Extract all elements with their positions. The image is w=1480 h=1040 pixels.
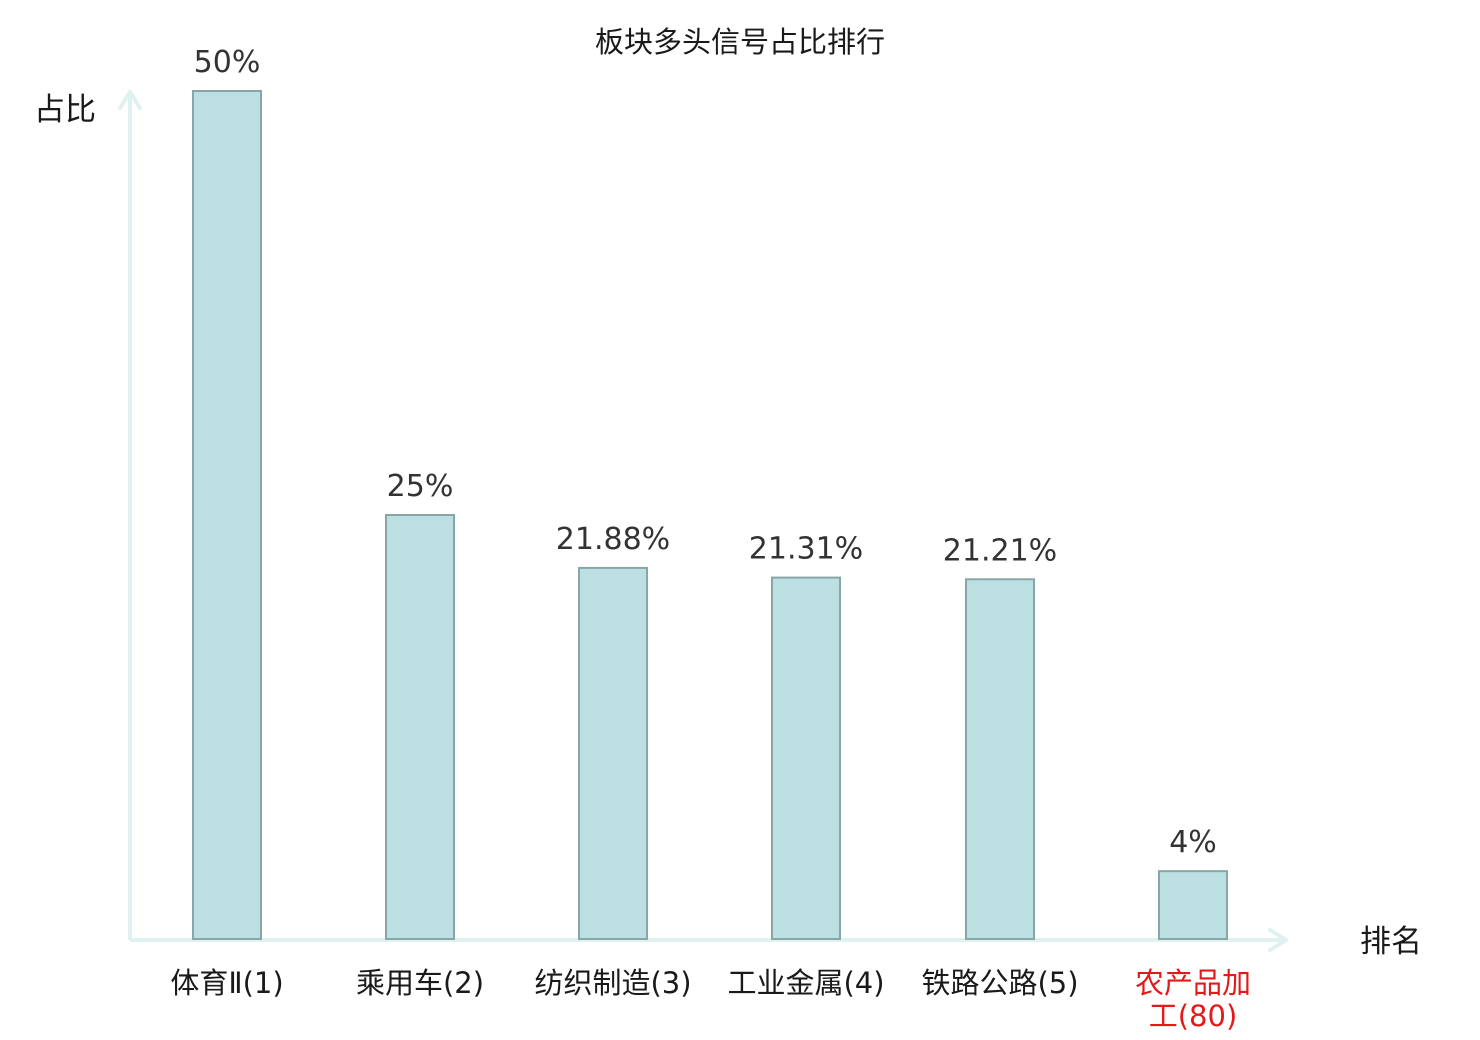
category-label-4: 工业金属(4) — [727, 966, 884, 1000]
value-label-5: 21.21% — [943, 533, 1057, 568]
category-label-line: 乘用车(2) — [356, 966, 484, 1000]
category-label-line: 铁路公路(5) — [921, 966, 1078, 1000]
bar-4 — [771, 576, 841, 940]
value-label-2: 25% — [387, 469, 454, 504]
chart-title: 板块多头信号占比排行 — [595, 25, 885, 59]
bar-2 — [385, 514, 455, 940]
value-label-1: 50% — [194, 45, 261, 80]
category-label-3: 纺织制造(3) — [534, 966, 691, 1000]
value-labels-group: 50% 25% 21.88% 21.31% 21.21% 4% — [194, 45, 1217, 860]
y-axis — [118, 90, 142, 940]
bars-group — [192, 90, 1228, 941]
x-axis — [130, 928, 1288, 952]
category-label-line: 体育Ⅱ(1) — [170, 966, 283, 1000]
x-axis-label: 排名 — [1360, 924, 1422, 960]
bar-1 — [192, 90, 262, 940]
value-label-4: 21.31% — [749, 532, 863, 567]
y-axis-arrowhead — [118, 90, 142, 110]
category-label-line: 工(80) — [1149, 999, 1238, 1033]
bar-3 — [578, 566, 648, 941]
category-label-1: 体育Ⅱ(1) — [170, 966, 283, 1000]
x-axis-arrowhead — [1268, 928, 1288, 952]
y-axis-label: 占比 — [34, 92, 96, 128]
category-label-line: 纺织制造(3) — [534, 966, 691, 1000]
category-label-2: 乘用车(2) — [356, 966, 484, 1000]
bar-5 — [965, 578, 1035, 940]
value-label-3: 21.88% — [556, 522, 670, 557]
category-label-line: 工业金属(4) — [727, 966, 884, 1000]
value-label-6: 4% — [1169, 825, 1217, 860]
category-labels-group: 体育Ⅱ(1) 乘用车(2) 纺织制造(3) 工业金属(4) 铁路公路(5) 农产品加工(8… — [170, 966, 1251, 1033]
category-label-line: 农产品加 — [1135, 966, 1251, 1000]
category-label-5: 铁路公路(5) — [921, 966, 1078, 1000]
bar-6 — [1158, 870, 1228, 940]
category-label-6: 农产品加工(80) — [1135, 966, 1251, 1033]
